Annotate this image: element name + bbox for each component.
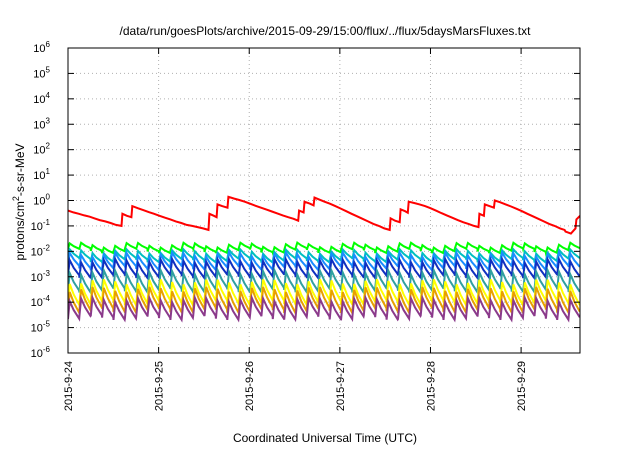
series-line-5 <box>68 255 580 281</box>
series-line-6 <box>68 266 580 296</box>
plot-frame <box>67 47 581 354</box>
y-tick-label: 106 <box>33 40 50 55</box>
y-tick-label: 103 <box>33 116 50 131</box>
series-line-2 <box>68 240 580 258</box>
y-tick-label: 101 <box>33 167 50 182</box>
series-line-9 <box>68 293 580 323</box>
y-axis-label-base: protons/cm <box>13 201 27 260</box>
y-tick-label: 10-1 <box>31 218 51 233</box>
y-axis-label: protons/cm2-s-sr-MeV <box>11 143 27 260</box>
series-line-7 <box>68 278 580 309</box>
y-tick-label: 104 <box>33 91 50 106</box>
y-tick-label: 105 <box>33 65 50 80</box>
series-group <box>68 195 580 323</box>
y-axis-label-rest: -s-sr-MeV <box>13 143 27 196</box>
series-line-1 <box>68 195 580 235</box>
y-tick-label: 10-5 <box>31 320 51 335</box>
series-line-4 <box>68 249 580 273</box>
x-tick-label: 2015-9-29 <box>516 361 528 411</box>
x-tick-label: 2015-9-28 <box>425 361 437 411</box>
y-tick-label: 10-4 <box>31 294 51 309</box>
y-tick-label: 102 <box>33 142 50 157</box>
x-axis-label: Coordinated Universal Time (UTC) <box>233 431 417 445</box>
axes: 10-6 10-5 10-4 10-3 10-2 10-1 100 101 102 103 104 1… <box>31 40 581 411</box>
series-line-8 <box>68 286 580 317</box>
y-axis-label-sup: 2 <box>11 196 21 201</box>
y-tick-label: 10-3 <box>31 269 51 284</box>
x-tick-label: 2015-9-27 <box>335 361 347 411</box>
series-line-3 <box>68 247 580 266</box>
x-tick-label: 2015-9-25 <box>154 361 166 411</box>
y-tick-label: 10-6 <box>31 345 51 360</box>
chart-title: /data/run/goesPlots/archive/2015-09-29/1… <box>120 24 532 38</box>
x-tick-label: 2015-9-26 <box>244 361 256 411</box>
y-tick-label: 100 <box>33 193 50 208</box>
y-tick-label: 10-2 <box>31 243 51 258</box>
svg-text:protons/cm2-s-sr-MeV: protons/cm2-s-sr-MeV <box>11 143 27 260</box>
x-tick-label: 2015-9-24 <box>63 361 75 411</box>
